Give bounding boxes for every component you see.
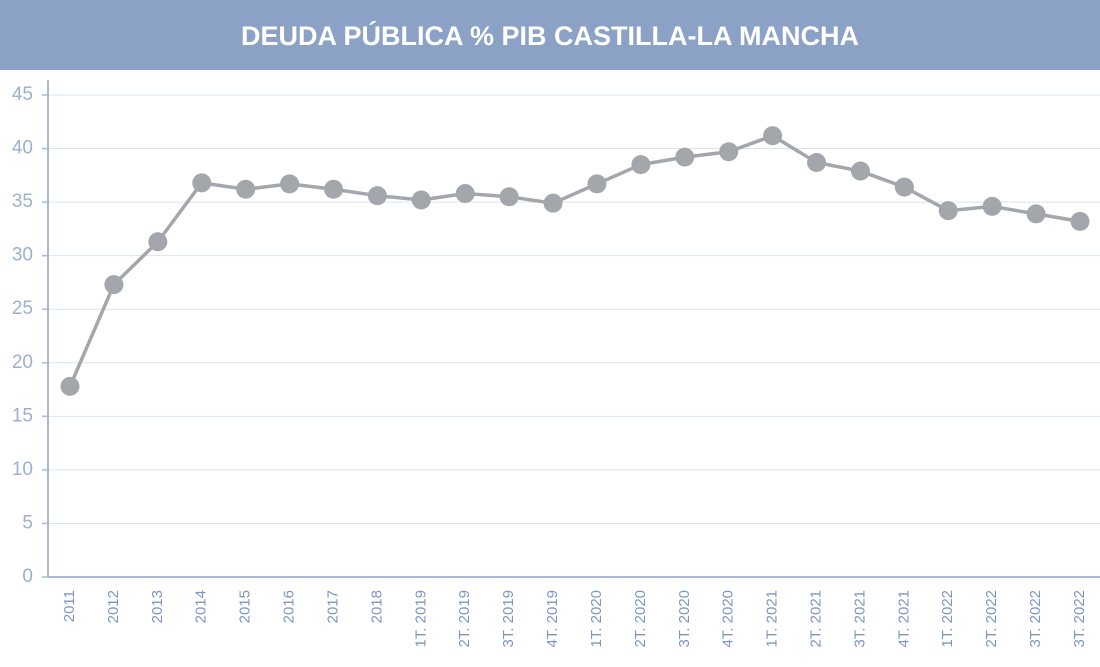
data-point xyxy=(1070,211,1090,231)
data-point xyxy=(236,179,256,199)
series-line xyxy=(68,133,1081,388)
data-point xyxy=(543,193,563,213)
x-tick-label: 2015 xyxy=(237,590,254,623)
data-point xyxy=(1026,204,1046,224)
data-point xyxy=(455,184,475,204)
y-tick-label: 35 xyxy=(12,191,33,212)
y-tick-label: 40 xyxy=(12,138,33,159)
x-tick-label: 1T. 2022 xyxy=(939,590,956,648)
y-tick-label: 20 xyxy=(12,352,33,373)
x-tick-label: 1T. 2020 xyxy=(588,590,605,648)
x-tick-label: 3T. 2019 xyxy=(500,590,517,648)
data-point xyxy=(850,161,870,181)
x-tick-label: 3T. 2020 xyxy=(676,590,693,648)
x-tick-label: 2T. 2021 xyxy=(807,590,824,648)
x-tick-label: 2014 xyxy=(193,590,210,623)
x-tick-label: 2T. 2022 xyxy=(983,590,1000,648)
data-point xyxy=(104,275,124,295)
x-tick-label: 3T. 2021 xyxy=(851,590,868,648)
x-tick-label: 3T. 2022 xyxy=(1071,590,1088,648)
data-point xyxy=(587,174,607,194)
data-point xyxy=(894,177,914,197)
y-tick-label: 15 xyxy=(12,405,33,426)
x-tick-label: 4T. 2020 xyxy=(720,590,737,648)
y-tick-label: 0 xyxy=(22,566,33,587)
y-tick-label: 10 xyxy=(12,459,33,480)
x-tick-label: 2017 xyxy=(324,590,341,623)
data-point xyxy=(938,201,958,221)
data-point xyxy=(807,152,827,172)
x-tick-label: 4T. 2019 xyxy=(544,590,561,648)
x-tick-label: 2018 xyxy=(368,590,385,623)
y-tick-label: 45 xyxy=(12,84,33,105)
y-tick-label: 30 xyxy=(12,245,33,266)
chart-title: DEUDA PÚBLICA % PIB CASTILLA-LA MANCHA xyxy=(241,20,859,51)
x-tick-label: 3T. 2022 xyxy=(1027,590,1044,648)
title-bar xyxy=(0,0,1100,70)
data-point xyxy=(675,147,695,167)
x-tick-label: 2T. 2019 xyxy=(456,590,473,648)
data-point xyxy=(763,126,783,146)
data-point xyxy=(192,173,212,193)
data-point xyxy=(148,232,168,252)
x-tick-label: 1T. 2019 xyxy=(412,590,429,648)
y-tick-label: 5 xyxy=(22,512,33,533)
data-point xyxy=(367,186,387,206)
x-tick-label: 2T. 2020 xyxy=(632,590,649,648)
x-tick-label: 1T. 2021 xyxy=(764,590,781,648)
data-point xyxy=(323,179,343,199)
data-point xyxy=(719,142,739,162)
x-tick-label: 2013 xyxy=(149,590,166,623)
data-point xyxy=(499,187,519,207)
data-point xyxy=(280,174,300,194)
x-tick-label: 2012 xyxy=(105,590,122,623)
data-point xyxy=(60,376,80,396)
data-point xyxy=(631,155,651,175)
x-tick-label: 2011 xyxy=(61,590,78,622)
x-tick-label: 2016 xyxy=(281,590,298,623)
y-tick-label: 25 xyxy=(12,298,33,319)
data-point xyxy=(411,190,431,210)
x-tick-label: 4T. 2021 xyxy=(895,590,912,648)
data-point xyxy=(982,196,1002,216)
